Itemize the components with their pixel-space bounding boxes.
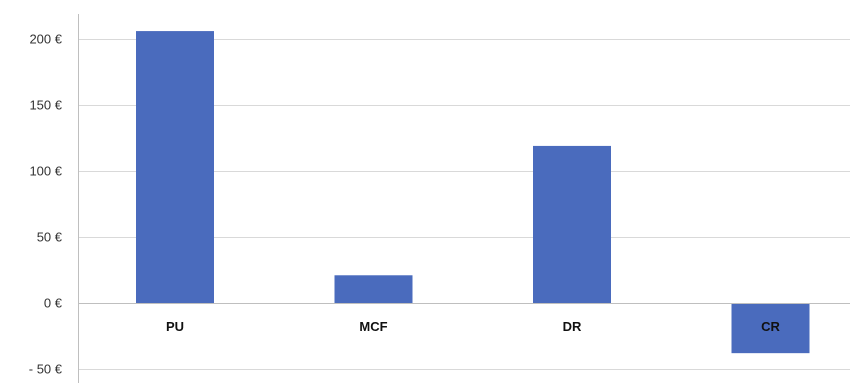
category-label-cr: CR <box>761 319 780 334</box>
axes <box>78 14 850 383</box>
bars <box>136 31 810 354</box>
y-tick-label: 150 € <box>29 98 62 113</box>
category-label-dr: DR <box>563 319 582 334</box>
y-tick-label: 100 € <box>29 164 62 179</box>
bar-pu <box>136 31 214 304</box>
y-tick-label: 50 € <box>37 230 63 245</box>
bar-cr <box>731 303 810 354</box>
category-label-mcf: MCF <box>359 319 387 334</box>
y-tick-label: 200 € <box>29 32 62 47</box>
y-tick-labels: 200 € 150 € 100 € 50 € 0 € - 50 € <box>29 32 63 377</box>
bar-mcf <box>334 275 413 303</box>
category-label-pu: PU <box>166 319 184 334</box>
bar-dr <box>533 145 611 303</box>
y-tick-label: 0 € <box>44 296 63 311</box>
y-tick-label: - 50 € <box>29 362 63 377</box>
category-labels: PU MCF DR CR <box>166 319 781 334</box>
